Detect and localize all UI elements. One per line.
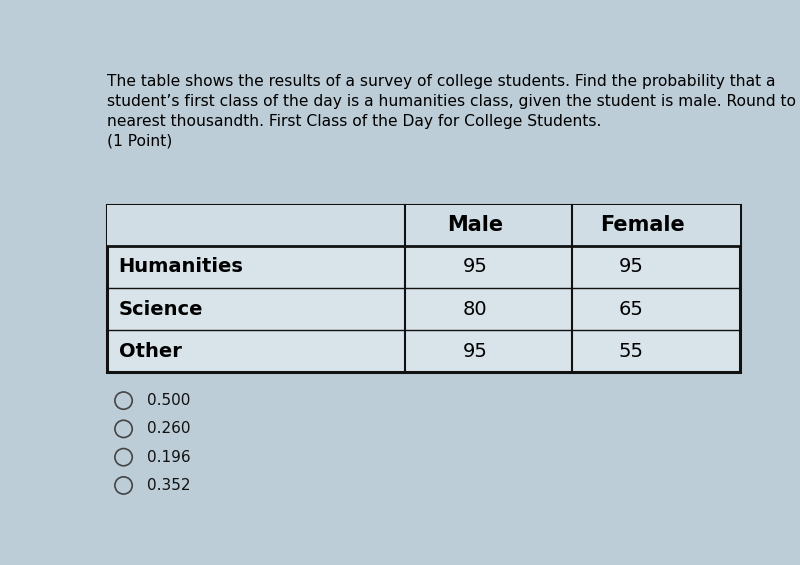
Text: 80: 80: [462, 299, 487, 319]
Text: 55: 55: [618, 342, 643, 361]
Text: Humanities: Humanities: [118, 258, 243, 276]
Text: Male: Male: [447, 215, 503, 236]
Text: 95: 95: [462, 342, 487, 361]
Text: 0.500: 0.500: [146, 393, 190, 408]
Text: The table shows the results of a survey of college students. Find the probabilit: The table shows the results of a survey …: [107, 75, 797, 149]
Bar: [107, 205, 740, 372]
Text: 65: 65: [618, 299, 643, 319]
Text: 0.352: 0.352: [146, 478, 190, 493]
Text: 0.196: 0.196: [146, 450, 190, 464]
Text: Other: Other: [118, 342, 182, 361]
Text: 95: 95: [618, 258, 643, 276]
Text: 0.260: 0.260: [146, 421, 190, 436]
Text: Female: Female: [600, 215, 685, 236]
Text: Science: Science: [118, 299, 203, 319]
Bar: [107, 205, 740, 246]
Text: 95: 95: [462, 258, 487, 276]
